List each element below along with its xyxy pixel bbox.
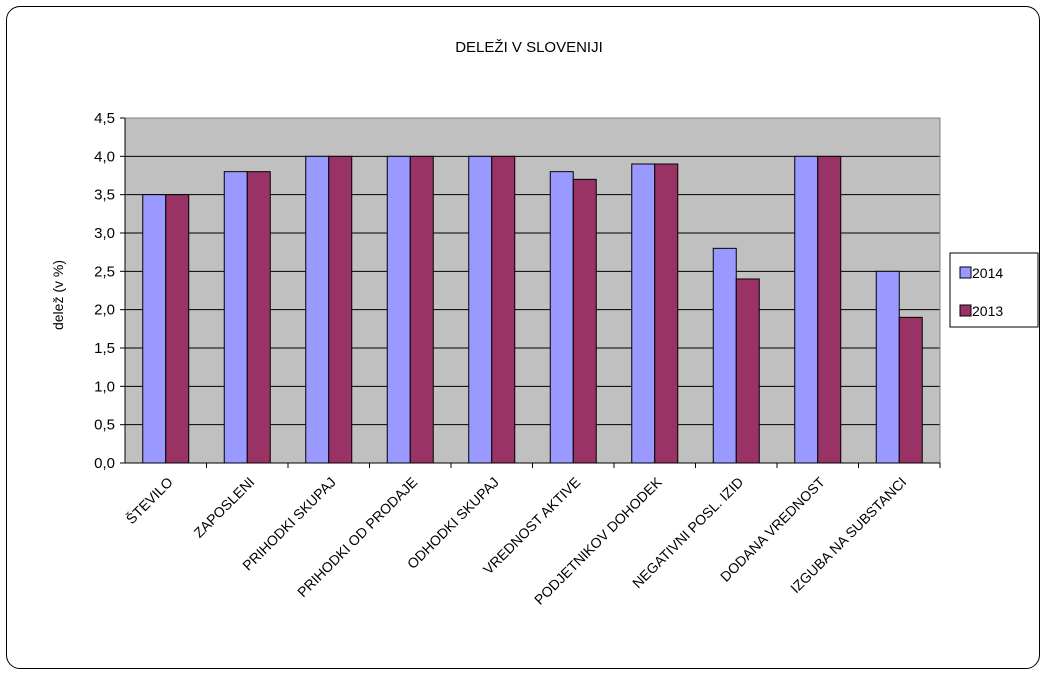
chart-title: DELEŽI V SLOVENIJI (455, 39, 603, 56)
bar-2014 (305, 155, 330, 464)
bar-2013 (654, 163, 679, 464)
y-tick-label: 2,0 (94, 302, 115, 319)
bar-2014 (875, 270, 900, 464)
legend-swatch-2013 (959, 304, 972, 317)
bar-2013 (409, 155, 434, 464)
y-tick-label: 0,5 (94, 417, 115, 434)
bar-2013 (491, 155, 516, 464)
y-tick-label: 0,0 (94, 455, 115, 472)
bar-2014 (712, 247, 737, 464)
y-tick-label: 3,0 (94, 225, 115, 242)
bar-2013 (898, 316, 923, 464)
category-label: ZAPOSLENI (190, 474, 257, 541)
y-tick-label: 2,5 (94, 263, 115, 280)
bar-2013 (817, 155, 842, 464)
y-axis-label: delež (v %) (50, 260, 66, 330)
y-tick-label: 4,0 (94, 148, 115, 165)
legend-swatch-2014 (959, 266, 972, 279)
axes (120, 117, 941, 468)
bar-2013 (735, 278, 760, 464)
legend-label-2014: 2014 (972, 265, 1003, 281)
bars (142, 155, 923, 464)
bar-2013 (165, 194, 190, 464)
category-label: ODHODKI SKUPAJ (404, 474, 502, 572)
bar-2014 (386, 155, 411, 464)
legend: 2014 2013 (949, 252, 1039, 328)
y-ticks: 0,0 0,5 1,0 1,5 2,0 2,5 3,0 3,5 4,0 4,5 (94, 110, 125, 472)
bar-2013 (246, 171, 271, 464)
y-tick-label: 1,0 (94, 378, 115, 395)
bar-2013 (572, 178, 597, 464)
bar-2014 (549, 171, 574, 464)
y-tick-label: 1,5 (94, 340, 115, 357)
y-tick-label: 4,5 (94, 110, 115, 127)
bar-2013 (328, 155, 353, 464)
bar-2014 (142, 194, 167, 464)
y-tick-label: 3,5 (94, 187, 115, 204)
bar-2014 (468, 155, 493, 464)
category-label: ŠTEVILO (123, 474, 176, 527)
bar-2014 (794, 155, 819, 464)
bar-2014 (223, 171, 248, 464)
bar-2014 (631, 163, 656, 464)
legend-label-2013: 2013 (972, 303, 1003, 319)
